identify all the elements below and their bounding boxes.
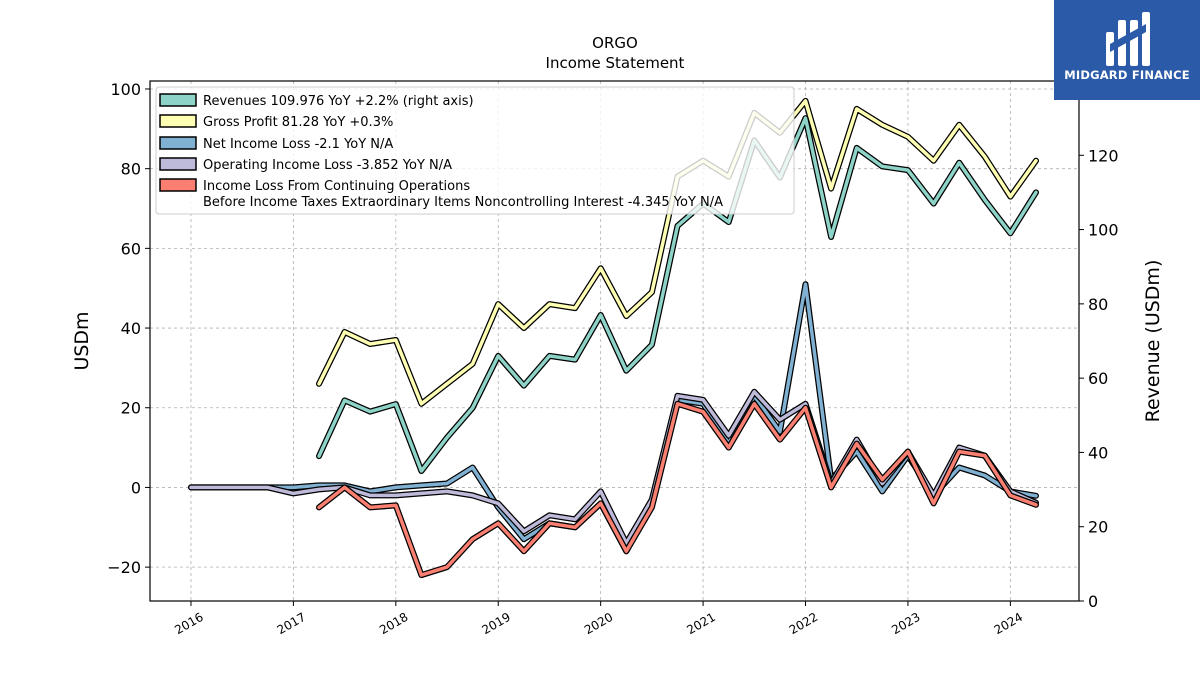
y-tick-label: 80 [121, 160, 141, 179]
y2-tick-label: 20 [1088, 518, 1108, 537]
legend-label: Before Income Taxes Extraordinary Items … [203, 195, 723, 210]
x-tick-label: 2020 [582, 610, 615, 637]
y2-tick-label: 80 [1088, 295, 1108, 314]
y-tick-label: 40 [121, 319, 141, 338]
y-tick-label: 20 [121, 399, 141, 418]
y-tick-label: 0 [131, 478, 141, 497]
legend-label: Gross Profit 81.28 YoY +0.3% [203, 115, 393, 130]
x-tick-label: 2019 [480, 610, 513, 637]
legend-label: Revenues 109.976 YoY +2.2% (right axis) [203, 94, 474, 109]
y2-tick-label: 120 [1088, 146, 1119, 165]
legend-swatch [159, 93, 197, 107]
logo-mark-icon [1106, 12, 1150, 66]
legend-label: Income Loss From Continuing Operations [203, 179, 470, 194]
x-tick-label: 2017 [275, 610, 308, 637]
y-axis-label: USDm [71, 311, 93, 370]
x-tick-label: 2016 [172, 610, 205, 637]
x-tick-label: 2024 [992, 610, 1025, 637]
legend-label: Operating Income Loss -3.852 YoY N/A [203, 158, 452, 173]
y2-tick-label: 0 [1088, 592, 1098, 611]
y-tick-label: −20 [107, 558, 141, 577]
y-tick-label: 100 [110, 80, 141, 99]
logo-text: MIDGARD FINANCE [1064, 68, 1190, 82]
series-3-line [189, 390, 1038, 545]
x-tick-label: 2021 [684, 610, 717, 637]
plot-frame [149, 80, 1080, 602]
series-4-line [317, 402, 1038, 577]
y2-axis-label: Revenue (USDm) [1142, 260, 1164, 423]
legend-swatch [159, 136, 197, 150]
series-0-line [317, 116, 1038, 473]
legend: Revenues 109.976 YoY +2.2% (right axis) G… [155, 86, 795, 215]
brand-logo: MIDGARD FINANCE [1054, 0, 1200, 100]
legend-swatch [159, 157, 197, 171]
y-tick-label: 60 [121, 239, 141, 258]
y2-tick-label: 100 [1088, 221, 1119, 240]
chart-title: ORGO [592, 34, 638, 52]
x-tick-label: 2023 [889, 610, 922, 637]
legend-swatch [159, 178, 197, 192]
x-tick-label: 2022 [787, 610, 820, 637]
x-tick-label: 2018 [377, 610, 410, 637]
legend-box [155, 86, 795, 215]
y2-tick-label: 60 [1088, 369, 1108, 388]
chart-subtitle: Income Statement [546, 54, 685, 72]
legend-swatch [159, 114, 197, 128]
series-lines [188, 97, 1039, 579]
y2-tick-label: 40 [1088, 443, 1108, 462]
legend-label: Net Income Loss -2.1 YoY N/A [203, 137, 393, 152]
